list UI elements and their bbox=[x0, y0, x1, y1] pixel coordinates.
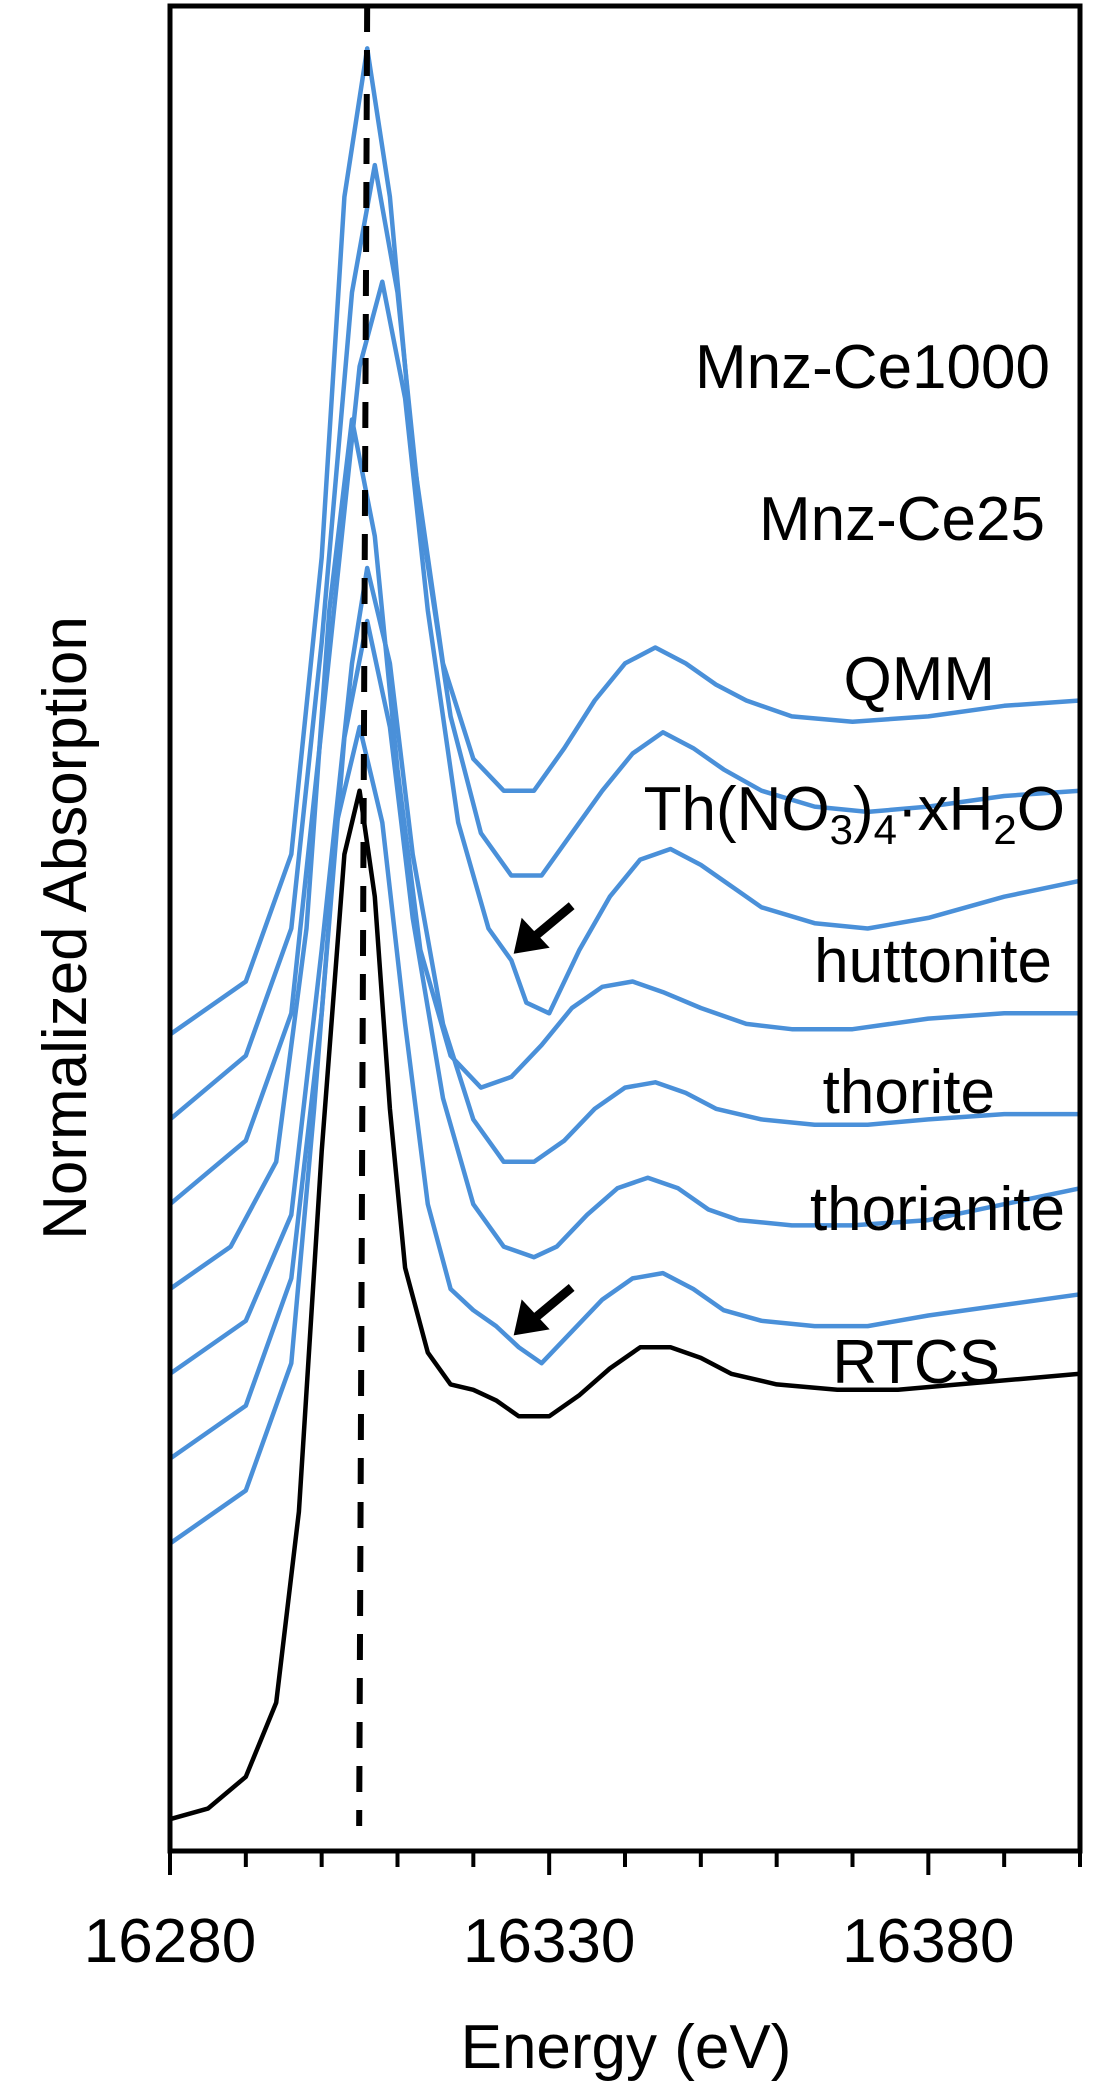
x-axis-ticks bbox=[168, 1851, 1082, 1875]
series-line-qmm bbox=[168, 279, 1081, 1206]
arrow-head bbox=[513, 917, 550, 954]
series-label-thorite: thorite bbox=[823, 1058, 995, 1127]
x-axis-label: Energy (eV) bbox=[461, 2013, 792, 2082]
arrow-head bbox=[513, 1299, 550, 1336]
series-line-mnz-ce25 bbox=[168, 162, 1081, 1122]
arrow-shaft bbox=[532, 1283, 575, 1321]
series-label-qmm: QMM bbox=[843, 645, 995, 714]
annotation-arrows bbox=[513, 902, 575, 1336]
x-tick-label: 16330 bbox=[463, 1907, 635, 1976]
x-tick-label: 16280 bbox=[84, 1907, 256, 1976]
series-line-thorianite bbox=[168, 724, 1081, 1546]
series-label-mnz-ce1000: Mnz-Ce1000 bbox=[695, 333, 1050, 402]
arrow-shaft bbox=[532, 902, 575, 940]
series-label-huttonite: huttonite bbox=[814, 927, 1052, 996]
series-label-mnz-ce25: Mnz-Ce25 bbox=[759, 485, 1045, 554]
series-label-thorianite: thorianite bbox=[810, 1175, 1065, 1244]
series-label-th-nitrate: Th(NO3)4·xH2O bbox=[644, 775, 1065, 853]
series-line-th-no3-4-xh2o bbox=[168, 417, 1080, 1291]
y-axis-label: Normalized Absorption bbox=[31, 616, 100, 1240]
reference-dashed-line bbox=[356, 5, 371, 1827]
series-label-rtcs: RTCS bbox=[832, 1328, 1000, 1397]
x-tick-label: 16380 bbox=[842, 1907, 1014, 1976]
series-line-thorite bbox=[168, 618, 1081, 1461]
series-line-mnz-ce1000 bbox=[168, 46, 1081, 1037]
x-axis-tick-labels: 16280 16330 16380 bbox=[84, 1907, 1015, 1976]
series-line-huttonite bbox=[168, 565, 1080, 1376]
series-line-rtcs bbox=[169, 788, 1081, 1822]
series-curves bbox=[168, 46, 1081, 1822]
